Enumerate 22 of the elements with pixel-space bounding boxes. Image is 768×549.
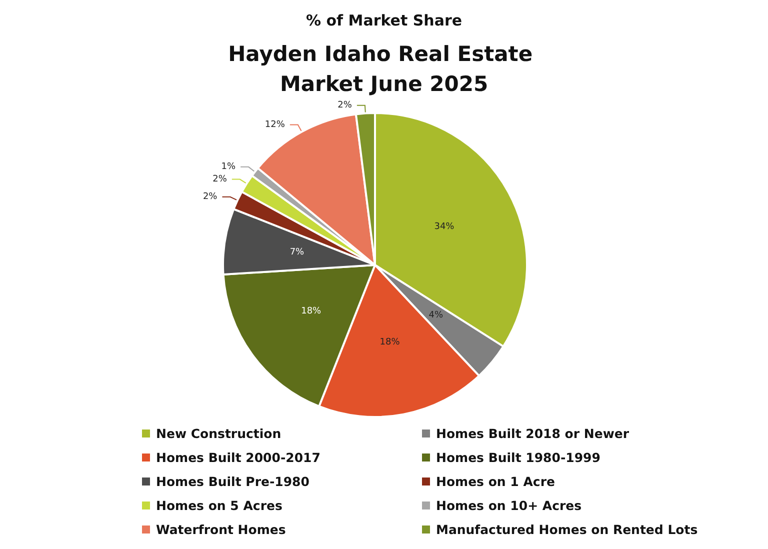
data-label: 2% (338, 100, 352, 110)
data-label: 2% (212, 174, 228, 184)
data-label: 12% (264, 120, 286, 130)
data-label: 7% (290, 248, 305, 258)
chart-subtitle: % of Market Share (306, 12, 462, 30)
data-label: 2% (202, 192, 218, 202)
legend-label: Homes Built Pre-1980 (156, 474, 310, 489)
chart-title: Hayden Idaho Real Estate Market June 2025 (228, 42, 540, 96)
legend-label: Homes on 5 Acres (156, 498, 282, 513)
legend-label: Manufactured Homes on Rented Lots (436, 522, 698, 537)
legend-label: Homes on 10+ Acres (436, 498, 582, 513)
legend-label: Waterfront Homes (156, 522, 286, 537)
legend-label: Homes Built 2018 or Newer (436, 426, 630, 441)
legend-label: Homes Built 1980-1999 (436, 450, 600, 465)
data-label: 18% (380, 338, 400, 348)
data-label: 34% (434, 222, 455, 232)
legend-label: Homes on 1 Acre (436, 474, 555, 489)
data-label: 18% (301, 306, 322, 316)
legend-label: New Construction (156, 426, 282, 441)
data-label: 1% (221, 162, 236, 172)
legend-label: Homes Built 2000-2017 (156, 450, 320, 465)
data-label: 4% (428, 310, 444, 320)
